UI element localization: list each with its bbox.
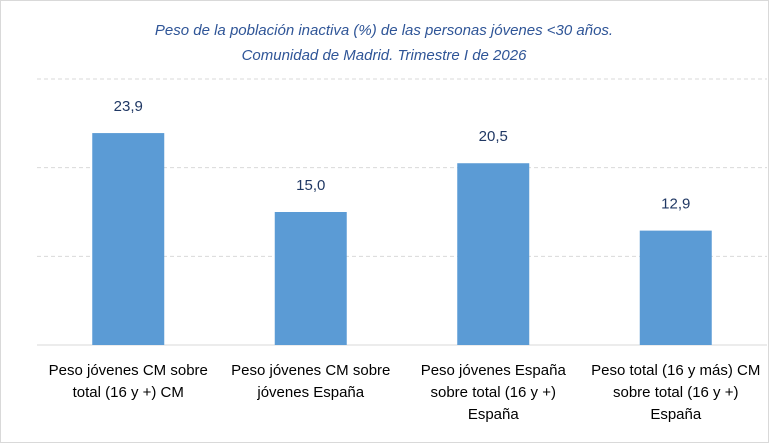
bar: [274, 212, 347, 345]
bar: [92, 133, 165, 345]
chart-title: Comunidad de Madrid. Trimestre I de 2026: [242, 47, 528, 64]
x-tick-label: Peso jóvenes CM sobre total (16 y +) CM: [48, 362, 208, 401]
x-tick-label: Peso total (16 y más) CM sobre total (16…: [591, 362, 761, 423]
x-tick-label: Peso jóvenes CM sobre jóvenes España: [231, 362, 391, 401]
x-tick-label: Peso jóvenes España sobre total (16 y +)…: [420, 362, 566, 423]
data-label: 12,9: [661, 196, 690, 213]
data-label: 20,5: [479, 128, 508, 145]
bar: [457, 163, 530, 345]
data-label: 23,9: [114, 98, 143, 115]
data-label: 15,0: [296, 177, 325, 194]
bar: [639, 230, 712, 345]
chart-title: Peso de la población inactiva (%) de las…: [155, 22, 613, 39]
